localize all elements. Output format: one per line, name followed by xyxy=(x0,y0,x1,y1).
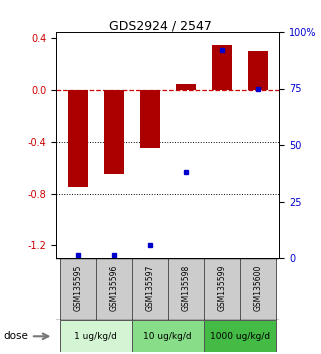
Text: 1000 ug/kg/d: 1000 ug/kg/d xyxy=(210,332,270,341)
Text: GSM135595: GSM135595 xyxy=(73,265,82,312)
Bar xyxy=(204,258,240,320)
Bar xyxy=(176,84,195,90)
Bar xyxy=(104,90,124,174)
Text: GSM135596: GSM135596 xyxy=(109,265,118,312)
Text: GSM135599: GSM135599 xyxy=(217,265,226,312)
Bar xyxy=(60,320,132,352)
Bar xyxy=(140,90,160,148)
Text: GDS2924 / 2547: GDS2924 / 2547 xyxy=(109,19,212,33)
Bar xyxy=(60,258,96,320)
Text: GSM135597: GSM135597 xyxy=(145,265,154,312)
Text: 1 ug/kg/d: 1 ug/kg/d xyxy=(74,332,117,341)
Bar xyxy=(248,51,268,90)
Bar xyxy=(132,320,204,352)
Bar xyxy=(96,258,132,320)
Bar xyxy=(68,90,88,187)
Bar xyxy=(132,258,168,320)
Bar xyxy=(212,45,231,90)
Text: 10 ug/kg/d: 10 ug/kg/d xyxy=(143,332,192,341)
Bar xyxy=(240,258,276,320)
Bar xyxy=(204,320,276,352)
Text: dose: dose xyxy=(3,331,28,341)
Bar xyxy=(168,258,204,320)
Text: GSM135600: GSM135600 xyxy=(253,265,262,312)
Text: GSM135598: GSM135598 xyxy=(181,265,190,311)
